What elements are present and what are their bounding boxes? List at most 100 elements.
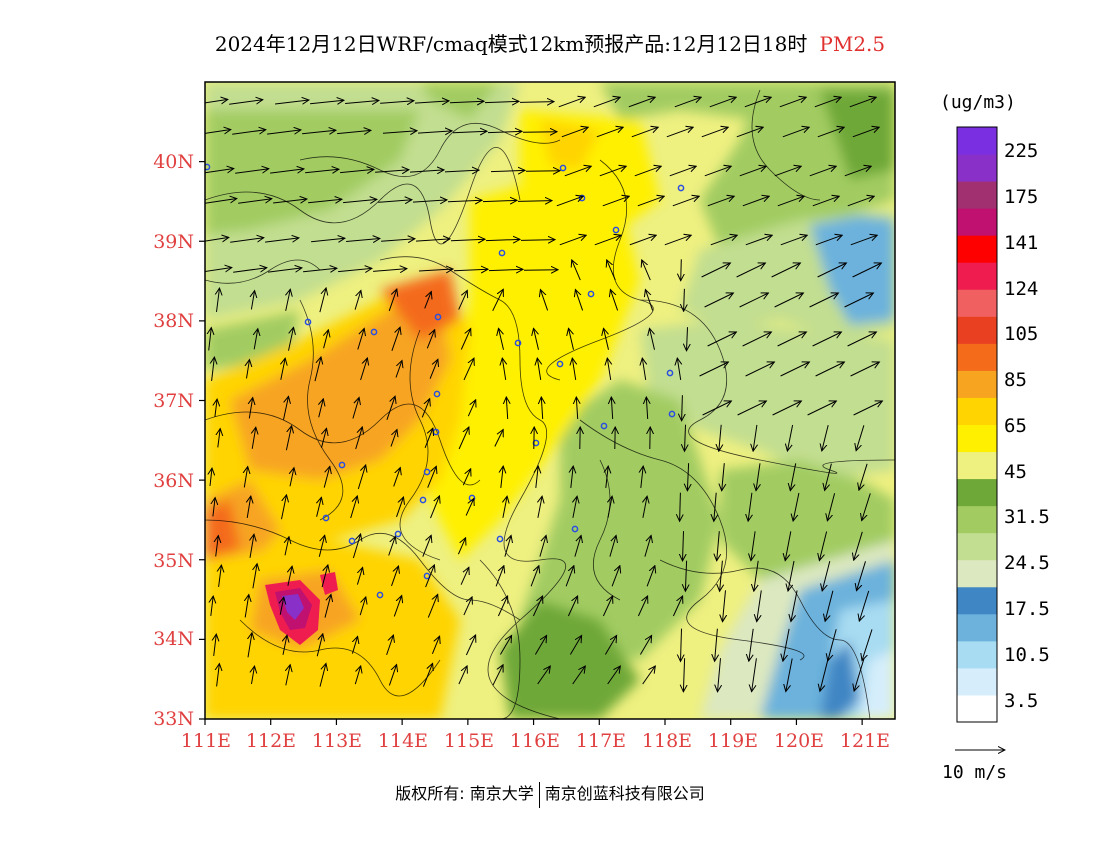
wind-arrow xyxy=(519,102,554,103)
wind-arrow xyxy=(281,495,287,520)
lon-label: 120E xyxy=(773,730,825,752)
wind-arrow xyxy=(232,130,266,135)
wind-arrow xyxy=(386,635,394,656)
wind-arrow xyxy=(462,469,470,486)
wind-arrow xyxy=(742,332,772,347)
wind-arrow xyxy=(319,399,324,418)
legend-swatch xyxy=(957,289,997,317)
wind-arrow xyxy=(704,293,734,308)
lat-label: 35N xyxy=(153,550,194,572)
lon-label: 111E xyxy=(180,730,232,752)
wind-arrow xyxy=(390,430,397,447)
wind-arrow xyxy=(388,289,397,312)
legend-colorbar xyxy=(957,127,997,723)
wind-arrow xyxy=(373,269,407,272)
wind-arrow xyxy=(357,567,362,585)
wind-arrow xyxy=(610,290,619,311)
wind-arrow xyxy=(593,97,620,108)
wind-arrow xyxy=(754,560,759,591)
wind-arrow xyxy=(288,327,294,351)
wind-arrow xyxy=(534,636,546,655)
wind-arrow xyxy=(709,97,736,108)
wind-arrow xyxy=(520,240,555,241)
wind-arrow xyxy=(458,666,467,685)
wind-arrow xyxy=(685,560,686,592)
wind-arrow xyxy=(248,633,252,658)
wind-arrow xyxy=(352,534,360,559)
wind-arrow xyxy=(847,332,877,347)
wind-arrow xyxy=(205,130,231,135)
wind-arrow xyxy=(604,636,616,655)
wind-arrow xyxy=(205,169,234,174)
wind-arrow xyxy=(719,424,721,451)
wind-arrow xyxy=(354,666,360,685)
wind-arrow xyxy=(537,666,551,685)
wind-arrow xyxy=(499,328,504,350)
wind-arrow xyxy=(641,466,643,488)
wind-arrow xyxy=(321,565,328,588)
wind-arrow xyxy=(254,329,258,350)
copyright-divider xyxy=(538,781,540,808)
wind-arrow xyxy=(674,97,701,108)
wind-arrow xyxy=(786,658,793,692)
lon-label: 113E xyxy=(311,730,363,752)
lon-label: 116E xyxy=(509,730,561,752)
legend-label: 24.5 xyxy=(1004,552,1050,574)
wind-arrow xyxy=(745,235,772,246)
wind-arrow xyxy=(565,566,574,587)
wind-arrow xyxy=(238,199,272,204)
wind-arrow xyxy=(862,629,873,660)
wind-arrow xyxy=(672,196,699,207)
wind-arrow xyxy=(409,170,444,172)
wind-arrow xyxy=(378,200,412,203)
wind-arrow xyxy=(561,127,588,138)
legend-swatch xyxy=(957,532,997,561)
wind-arrow xyxy=(485,239,520,240)
wind-arrow xyxy=(463,358,474,381)
wind-arrow xyxy=(742,196,769,207)
wind-arrow xyxy=(429,359,438,379)
wind-arrow xyxy=(567,596,577,617)
wind-arrow xyxy=(214,634,217,656)
wind-arrow xyxy=(817,263,847,278)
wind-arrow xyxy=(391,327,400,351)
wind-arrow xyxy=(537,358,540,380)
wind-arrow xyxy=(576,397,577,420)
wind-arrow xyxy=(427,594,437,618)
lon-label: 119E xyxy=(707,730,759,752)
legend-swatch xyxy=(957,262,997,290)
wind-arrow xyxy=(235,169,269,174)
legend-swatch xyxy=(957,370,997,398)
wind-arrow xyxy=(355,427,363,450)
copyright: 版权所有: 南京大学 南京创蓝科技有限公司 xyxy=(0,780,1100,808)
wind-arrow xyxy=(558,97,585,108)
wind-arrow xyxy=(817,127,844,138)
legend-swatch xyxy=(957,640,997,669)
wind-arrow xyxy=(357,465,365,490)
wind-arrow xyxy=(744,97,771,108)
legend-label: 141 xyxy=(1004,232,1039,254)
wind-arrow xyxy=(749,628,754,661)
wind-arrow xyxy=(825,590,834,622)
wind-arrow xyxy=(538,496,542,518)
wind-arrow xyxy=(303,268,337,272)
wind-arrow xyxy=(772,401,802,416)
wind-arrow xyxy=(646,566,655,587)
wind-arrow xyxy=(317,497,322,517)
wind-arrow xyxy=(421,399,429,418)
wind-arrow xyxy=(707,332,737,347)
wind-arrow xyxy=(707,196,734,207)
legend-swatch xyxy=(957,586,997,615)
legend-swatch xyxy=(957,316,997,344)
wind-arrow xyxy=(699,362,729,377)
wind-arrow xyxy=(211,596,213,616)
wind-arrow xyxy=(233,268,267,273)
wind-arrow xyxy=(449,101,484,103)
wind-arrow xyxy=(680,492,681,522)
wind-arrow xyxy=(609,535,616,557)
wind-arrow xyxy=(687,327,688,351)
wind-arrow xyxy=(396,497,404,518)
wind-arrow xyxy=(352,636,357,654)
wind-arrow xyxy=(343,199,377,202)
lat-label: 36N xyxy=(153,470,194,492)
